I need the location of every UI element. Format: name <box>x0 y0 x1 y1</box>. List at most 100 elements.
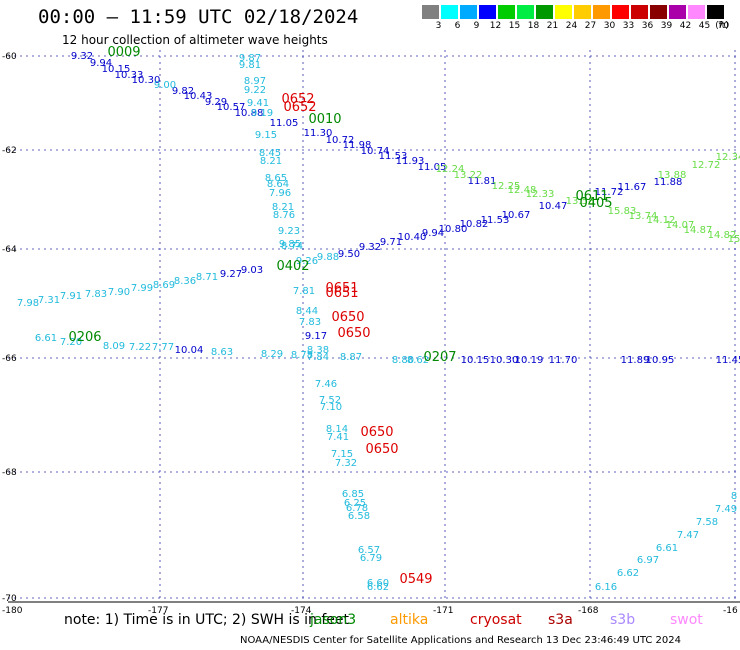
pass-time-label: 0206 <box>68 330 101 345</box>
lon-tick-label: -177 <box>148 606 168 616</box>
wave-height-value: 7.41 <box>327 432 349 443</box>
legend-label: 39 <box>660 21 673 31</box>
wave-height-value: 6.60 <box>367 578 389 589</box>
wave-height-value: 7.15 <box>331 449 353 460</box>
wave-height-value: 9.85 <box>279 239 301 250</box>
legend-swatch <box>460 5 477 19</box>
wave-height-value: 7.96 <box>269 188 291 199</box>
wave-height-value: 8.65 <box>265 173 287 184</box>
wave-height-value: 7.47 <box>677 530 699 541</box>
pass-time-label: 0010 <box>308 112 341 127</box>
wave-height-value: 15.83 <box>608 206 637 217</box>
wave-height-value: 6.97 <box>637 555 659 566</box>
wave-height-value: 11.72 <box>595 187 624 198</box>
wave-height-value: 11.53 <box>481 215 510 226</box>
legend-label: 3 <box>435 21 442 31</box>
credit-line: NOAA/NESDIS Center for Satellite Applica… <box>240 635 682 646</box>
wave-height-value: 10.40 <box>398 232 427 243</box>
wave-height-value: 10.19 <box>515 355 544 366</box>
wave-height-value: 6.16 <box>595 582 617 593</box>
wave-height-value: 10.67 <box>502 210 531 221</box>
satellite-name: s3a <box>548 612 573 628</box>
lon-tick-label: -180 <box>2 606 23 616</box>
wave-height-value: 6.85 <box>342 489 364 500</box>
wave-height-value: 9.26 <box>296 256 318 267</box>
wave-height-value: 6.62 <box>617 568 639 579</box>
satellite-name: swot <box>670 612 703 628</box>
legend-label: 33 <box>622 21 635 31</box>
wave-height-value: 11.89 <box>621 355 650 366</box>
legend-swatch <box>631 5 648 19</box>
legend-label: 18 <box>527 21 540 31</box>
wave-height-value: 7.31 <box>38 295 60 306</box>
wave-height-value: 11.05 <box>418 162 447 173</box>
wave-height-value: 7.20 <box>60 337 82 348</box>
legend-label: 12 <box>489 21 502 31</box>
pass-time-label: 0402 <box>276 259 309 274</box>
wave-height-value: 13.74 <box>629 211 658 222</box>
satellite-name: s3b <box>610 612 636 628</box>
wave-height-value: 11.81 <box>468 176 497 187</box>
wave-height-value: 9.94 <box>422 228 444 239</box>
wave-height-value: 9.32 <box>71 51 93 62</box>
wave-height-value: 6.25 <box>344 498 366 509</box>
footer-note: note: 1) Time is in UTC; 2) SWH is in fe… <box>64 612 350 628</box>
wave-height-value: 8.63 <box>211 347 233 358</box>
satellite-name: jason3 <box>310 612 357 628</box>
wave-height-value: 10.47 <box>539 201 568 212</box>
legend-label: 21 <box>546 21 559 31</box>
wave-height-value: 10.33 <box>115 70 144 81</box>
wave-height-value: 10.88 <box>235 108 264 119</box>
wave-height-value: 14.82 <box>708 230 737 241</box>
lon-tick-label: -16 <box>723 606 738 616</box>
wave-height-value: 7.10 <box>320 402 342 413</box>
wave-height-value: 9.71 <box>380 237 402 248</box>
lat-tick-label: -60 <box>2 52 17 62</box>
wave-height-value: 7.91 <box>60 291 82 302</box>
map-grid <box>8 50 740 603</box>
wave-height-value: 9.03 <box>241 265 263 276</box>
pass-time-label: 0009 <box>107 45 140 60</box>
map-subtitle: 12 hour collection of altimeter wave hei… <box>62 33 328 47</box>
wave-height-value: 10.30 <box>132 75 161 86</box>
legend-label: 42 <box>679 21 692 31</box>
wave-height-value: 12.48 <box>508 185 537 196</box>
legend-label: 15 <box>508 21 521 31</box>
wave-height-value: 12.33 <box>526 189 555 200</box>
satellite-name: altika <box>390 612 429 628</box>
wave-height-value: 9.15 <box>255 130 277 141</box>
wave-height-value: 7.49 <box>715 504 737 515</box>
lon-tick-label: -174 <box>291 606 312 616</box>
wave-height-value: 9.17 <box>305 331 327 342</box>
wave-height-value: 8.44 <box>296 306 318 317</box>
wave-height-value: 7.58 <box>696 517 718 528</box>
wave-height-value: 9.94 <box>90 58 112 69</box>
legend-swatch <box>517 5 534 19</box>
wave-height-value: 10.74 <box>361 146 390 157</box>
wave-height-value: 10.15 <box>102 64 131 75</box>
wave-height-value: 6.79 <box>360 553 382 564</box>
wave-height-value: 7.90 <box>108 287 130 298</box>
wave-height-value: 6.58 <box>348 511 370 522</box>
wave-height-value: 11.67 <box>618 182 647 193</box>
wave-height-value: 8.09 <box>103 341 125 352</box>
wave-height-value: 8.62 <box>407 355 429 366</box>
wave-height-value: 9.32 <box>359 242 381 253</box>
lat-tick-label: -70 <box>2 594 17 604</box>
wave-height-value: 10.04 <box>175 345 204 356</box>
pass-time-label: 0652 <box>281 92 314 107</box>
wave-height-value: 9.22 <box>244 85 266 96</box>
map-title: 00:00 – 11:59 UTC 02/18/2024 <box>38 6 359 28</box>
legend-swatch <box>498 5 515 19</box>
pass-time-label: 0549 <box>399 572 432 587</box>
wave-height-value: 7.83 <box>299 317 321 328</box>
wave-height-value: 7.99 <box>131 283 153 294</box>
legend-swatch <box>593 5 610 19</box>
wave-height-value: 13.88 <box>658 170 687 181</box>
wave-height-values: 9.329.9410.1510.3310.309.8210.439.2910.5… <box>17 45 740 593</box>
wave-height-value: 7.98 <box>17 298 39 309</box>
wave-height-value: 10.30 <box>490 355 519 366</box>
wave-height-value: 6.61 <box>35 333 57 344</box>
wave-height-value: 9.41 <box>247 98 269 109</box>
legend-swatch <box>612 5 629 19</box>
